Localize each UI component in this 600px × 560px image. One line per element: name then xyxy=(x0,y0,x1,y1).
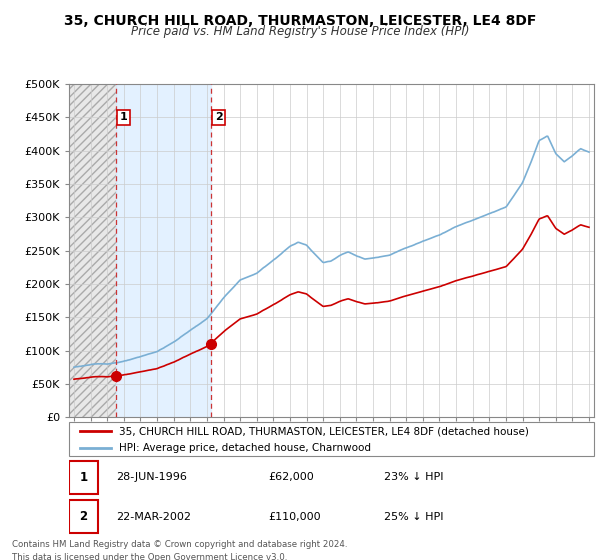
Text: 23% ↓ HPI: 23% ↓ HPI xyxy=(384,473,443,482)
FancyBboxPatch shape xyxy=(69,500,98,533)
Text: HPI: Average price, detached house, Charnwood: HPI: Average price, detached house, Char… xyxy=(119,443,371,452)
Text: 1: 1 xyxy=(119,113,127,122)
Bar xyxy=(69,84,116,417)
Text: 35, CHURCH HILL ROAD, THURMASTON, LEICESTER, LE4 8DF: 35, CHURCH HILL ROAD, THURMASTON, LEICES… xyxy=(64,14,536,28)
Text: 35, CHURCH HILL ROAD, THURMASTON, LEICESTER, LE4 8DF (detached house): 35, CHURCH HILL ROAD, THURMASTON, LEICES… xyxy=(119,426,529,436)
FancyBboxPatch shape xyxy=(69,461,98,494)
Text: Price paid vs. HM Land Registry's House Price Index (HPI): Price paid vs. HM Land Registry's House … xyxy=(131,25,469,38)
Text: £110,000: £110,000 xyxy=(269,512,321,521)
Text: Contains HM Land Registry data © Crown copyright and database right 2024.
This d: Contains HM Land Registry data © Crown c… xyxy=(12,540,347,560)
Text: 22-MAR-2002: 22-MAR-2002 xyxy=(116,512,191,521)
Text: 28-JUN-1996: 28-JUN-1996 xyxy=(116,473,187,482)
Text: 2: 2 xyxy=(79,510,88,523)
Text: 2: 2 xyxy=(215,113,223,122)
Text: 25% ↓ HPI: 25% ↓ HPI xyxy=(384,512,443,521)
FancyBboxPatch shape xyxy=(69,422,594,456)
Text: 1: 1 xyxy=(79,471,88,484)
Bar xyxy=(116,84,211,417)
Text: £62,000: £62,000 xyxy=(269,473,314,482)
Bar xyxy=(69,84,116,417)
